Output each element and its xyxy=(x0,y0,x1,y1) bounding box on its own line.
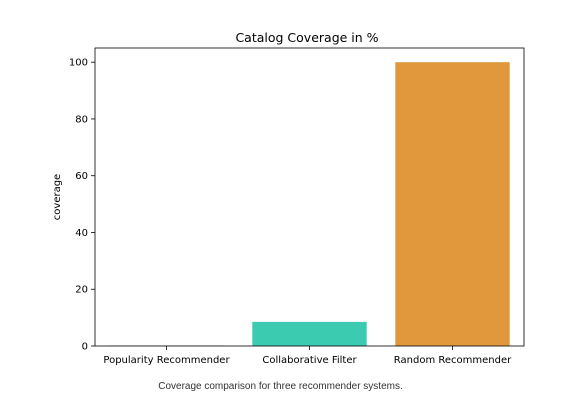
x-tick-label: Random Recommender xyxy=(394,355,512,366)
chart-title: Catalog Coverage in % xyxy=(235,30,378,45)
y-tick-label: 100 xyxy=(69,58,88,69)
x-tick-label: Popularity Recommender xyxy=(103,355,230,366)
y-axis-label-text: coverage xyxy=(52,174,63,220)
bar-collaborative-filter xyxy=(252,321,367,346)
y-tick-label: 60 xyxy=(75,171,88,182)
y-axis-label: coverage xyxy=(52,174,63,220)
bar-random-recommender xyxy=(395,62,510,346)
figure-caption: Coverage comparison for three recommende… xyxy=(158,381,403,392)
y-tick-label: 20 xyxy=(75,285,88,296)
x-axis: Popularity Recommender Collaborative Filt… xyxy=(103,346,512,366)
bars-group xyxy=(109,62,510,346)
x-tick-label: Collaborative Filter xyxy=(262,355,357,366)
y-tick-label: 0 xyxy=(82,342,88,353)
plot-frame xyxy=(94,47,525,347)
bar-chart: Catalog Coverage in % coverage 0 20 40 60 80… xyxy=(52,30,525,366)
y-axis: 0 20 40 60 80 100 xyxy=(69,58,95,353)
y-tick-label: 40 xyxy=(75,228,88,239)
y-tick-label: 80 xyxy=(75,114,88,125)
